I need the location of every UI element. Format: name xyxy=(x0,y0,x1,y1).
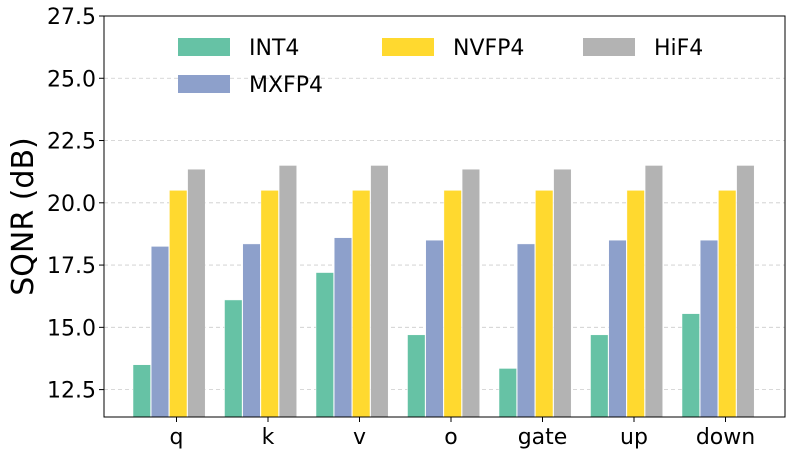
y-tick-label: 27.5 xyxy=(47,5,96,30)
bar-int4-down xyxy=(681,313,700,418)
y-tick-label: 15.0 xyxy=(47,316,96,341)
y-tick-label: 25.0 xyxy=(47,67,96,92)
bars xyxy=(132,165,755,418)
bar-int4-v xyxy=(315,272,334,418)
x-tick-label: gate xyxy=(518,425,568,450)
y-tick-label: 22.5 xyxy=(47,130,96,155)
bar-int4-k xyxy=(224,299,243,418)
bar-hif4-down xyxy=(736,165,755,418)
x-tick-label: k xyxy=(262,425,275,450)
bar-hif4-v xyxy=(370,165,389,418)
x-tick-label: q xyxy=(170,425,184,450)
bar-mxfp4-gate xyxy=(516,243,536,418)
bar-int4-o xyxy=(407,334,426,418)
bar-int4-gate xyxy=(498,368,517,418)
x-axis-ticks: q k v o gate up down xyxy=(170,417,755,450)
plot-area-frame xyxy=(103,15,786,418)
bar-nvfp4-v xyxy=(352,190,371,418)
x-tick-label: up xyxy=(620,425,648,450)
legend-swatch-int4 xyxy=(178,38,230,56)
bar-int4-q xyxy=(132,364,151,418)
legend-label-nvfp4: NVFP4 xyxy=(453,36,524,61)
bar-nvfp4-k xyxy=(260,190,279,418)
legend-label-hif4: HiF4 xyxy=(654,36,703,61)
bar-mxfp4-o xyxy=(425,239,444,418)
y-tick-label: 20.0 xyxy=(47,192,96,217)
bar-nvfp4-q xyxy=(169,190,188,418)
bar-hif4-k xyxy=(278,165,297,418)
bar-nvfp4-up xyxy=(626,190,645,418)
bar-int4-up xyxy=(590,334,609,418)
legend-swatch-hif4 xyxy=(583,38,635,56)
y-axis-label: SQNR (dB) xyxy=(6,137,41,296)
legend-label-mxfp4: MXFP4 xyxy=(249,73,323,98)
x-tick-label: o xyxy=(444,425,457,450)
bar-hif4-o xyxy=(461,168,480,418)
bar-mxfp4-q xyxy=(150,246,170,418)
bar-nvfp4-o xyxy=(443,190,462,418)
y-tick-label: 17.5 xyxy=(47,254,96,279)
bar-hif4-q xyxy=(187,168,206,418)
legend: INT4 MXFP4 NVFP4 HiF4 xyxy=(178,36,703,98)
x-tick-label: v xyxy=(353,425,366,450)
bar-mxfp4-down xyxy=(699,239,719,418)
legend-swatch-mxfp4 xyxy=(178,75,230,93)
legend-label-int4: INT4 xyxy=(249,36,299,61)
bar-mxfp4-up xyxy=(608,239,627,418)
y-tick-label: 12.5 xyxy=(47,379,96,404)
x-tick-label: down xyxy=(696,425,755,450)
bar-hif4-up xyxy=(644,165,663,418)
bar-mxfp4-k xyxy=(242,243,261,418)
bar-nvfp4-gate xyxy=(535,190,554,418)
bar-mxfp4-v xyxy=(333,237,353,418)
bar-nvfp4-down xyxy=(718,190,737,418)
bar-hif4-gate xyxy=(553,168,572,418)
y-axis-ticks: 12.5 15.0 17.5 20.0 22.5 25.0 27.5 xyxy=(47,5,104,404)
legend-swatch-nvfp4 xyxy=(382,38,434,56)
